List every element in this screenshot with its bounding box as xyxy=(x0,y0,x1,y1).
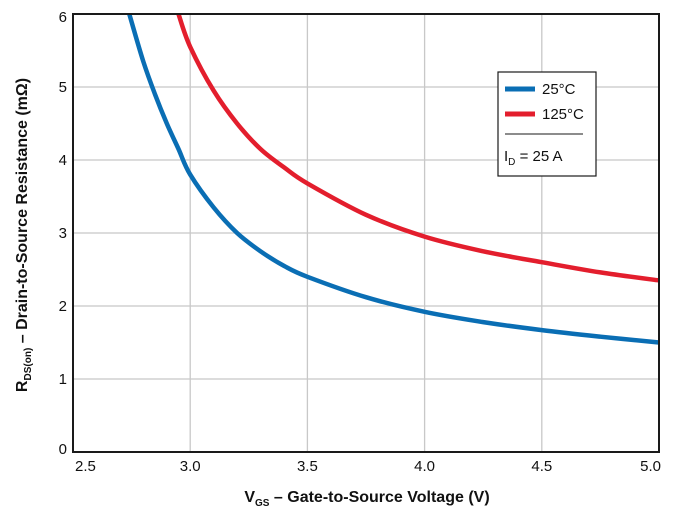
x-tick-label: 2.5 xyxy=(75,458,96,475)
y-axis-title-main: R xyxy=(14,380,31,392)
y-axis-title-rest: – Drain-to-Source Resistance (mΩ) xyxy=(14,78,31,348)
y-axis-title-sub: DS(on) xyxy=(23,348,34,381)
series-line-0 xyxy=(127,13,660,345)
x-tick-label: 4.5 xyxy=(531,458,552,475)
annotation-main: I xyxy=(504,148,508,165)
annotation-sub: D xyxy=(508,157,515,168)
x-tick-label: 3.0 xyxy=(180,458,201,475)
x-axis-title-sub: GS xyxy=(255,498,270,509)
x-tick-label: 4.0 xyxy=(414,458,435,475)
legend-annotation: ID = 25 A xyxy=(504,148,563,168)
x-axis-title: VGS – Gate-to-Source Voltage (V) xyxy=(244,489,489,509)
legend: 25°C 125°C ID = 25 A xyxy=(497,71,597,177)
legend-label-125c: 125°C xyxy=(542,106,584,123)
y-axis-title: RDS(on) – Drain-to-Source Resistance (mΩ… xyxy=(14,78,34,392)
y-tick-label: 4 xyxy=(59,152,67,169)
x-tick-label: 3.5 xyxy=(297,458,318,475)
series-line-1 xyxy=(176,13,660,283)
x-axis-title-rest: – Gate-to-Source Voltage (V) xyxy=(269,489,489,506)
y-tick-label: 0 xyxy=(59,441,67,458)
y-tick-label: 1 xyxy=(59,371,67,388)
y-tick-label: 5 xyxy=(59,79,67,96)
legend-label-25c: 25°C xyxy=(542,81,576,98)
x-tick-label: 5.0 xyxy=(640,458,661,475)
y-tick-label: 2 xyxy=(59,298,67,315)
plot-frame xyxy=(72,13,660,453)
annotation-rest: = 25 A xyxy=(515,148,562,165)
x-axis-ticks: 2.5 3.0 3.5 4.0 4.5 5.0 xyxy=(75,458,661,475)
y-tick-label: 3 xyxy=(59,225,67,242)
series-lines xyxy=(127,13,660,345)
y-tick-label: 6 xyxy=(59,9,67,26)
y-axis-ticks: 0 1 2 3 4 5 6 xyxy=(59,9,67,458)
x-axis-title-main: V xyxy=(244,489,255,506)
